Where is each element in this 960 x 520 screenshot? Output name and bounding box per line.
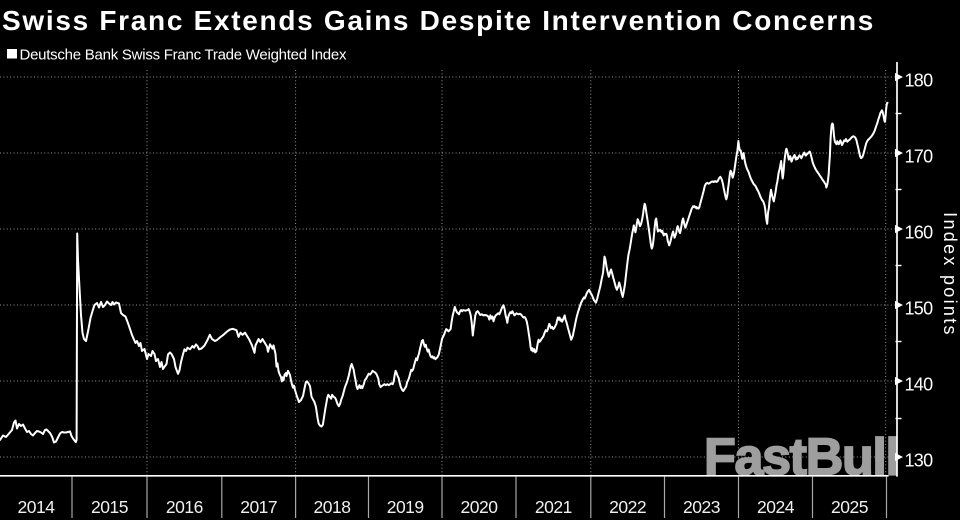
svg-text:140: 140 — [905, 375, 934, 395]
svg-text:2025: 2025 — [831, 497, 868, 517]
svg-text:2014: 2014 — [18, 497, 56, 517]
svg-text:2021: 2021 — [535, 497, 572, 517]
svg-text:2024: 2024 — [757, 497, 795, 517]
svg-text:2018: 2018 — [314, 497, 351, 517]
svg-text:130: 130 — [905, 451, 934, 471]
svg-text:2017: 2017 — [240, 497, 277, 517]
svg-text:160: 160 — [905, 223, 934, 243]
svg-text:Deutsche Bank Swiss Franc Trad: Deutsche Bank Swiss Franc Trade Weighted… — [20, 47, 347, 64]
svg-text:2016: 2016 — [166, 497, 203, 517]
svg-text:2020: 2020 — [461, 497, 499, 517]
svg-text:2019: 2019 — [387, 497, 424, 517]
svg-text:FastBull: FastBull — [704, 429, 900, 487]
svg-text:150: 150 — [905, 299, 934, 319]
svg-text:2022: 2022 — [609, 497, 646, 517]
svg-text:Swiss Franc Extends Gains Desp: Swiss Franc Extends Gains Despite Interv… — [2, 5, 875, 36]
svg-text:2015: 2015 — [91, 497, 128, 517]
svg-text:Index points: Index points — [940, 212, 960, 337]
svg-text:2023: 2023 — [683, 497, 720, 517]
svg-text:170: 170 — [905, 147, 934, 167]
svg-text:180: 180 — [905, 71, 934, 91]
